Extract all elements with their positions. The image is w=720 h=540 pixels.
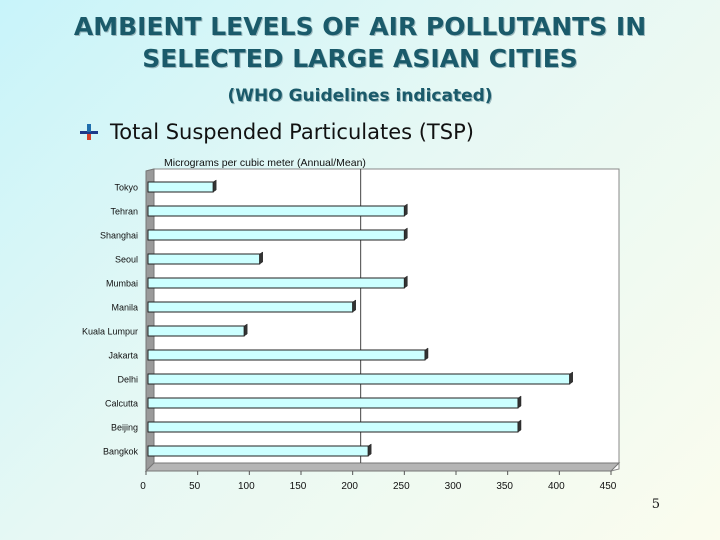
bar-group: [147, 443, 372, 457]
category-label: Delhi: [117, 375, 138, 385]
category-label: Calcutta: [105, 399, 138, 409]
category-label: Shanghai: [100, 231, 138, 241]
category-label: Tokyo: [114, 183, 138, 193]
bar-side: [517, 395, 522, 409]
bullet-icon: [80, 124, 98, 140]
category-label: Mumbai: [106, 279, 138, 289]
bar-group: [147, 419, 522, 433]
bar-side: [259, 251, 263, 265]
x-tick-label: 250: [393, 481, 410, 492]
bar: [147, 277, 405, 289]
plot-floor: [144, 462, 621, 472]
category-label: Kuala Lumpur: [82, 327, 138, 337]
category-label: Seoul: [115, 255, 138, 265]
bar: [147, 445, 369, 457]
bar-group: [147, 251, 263, 265]
category-label: Bangkok: [103, 447, 139, 457]
bar-side: [424, 347, 429, 361]
category-label: Jakarta: [108, 351, 138, 361]
bar-side: [517, 419, 522, 433]
bar-side: [569, 371, 573, 385]
bullet-item: Total Suspended Particulates (TSP): [80, 120, 474, 144]
bar-side: [404, 227, 408, 241]
x-tick-label: 450: [600, 481, 617, 492]
bar-side: [404, 275, 408, 289]
bar: [147, 181, 214, 193]
bullet-label: Total Suspended Particulates (TSP): [110, 120, 474, 144]
page-subtitle: (WHO Guidelines indicated): [227, 86, 493, 106]
page-title-line-2: SELECTED LARGE ASIAN CITIES: [142, 44, 578, 73]
bar: [147, 325, 245, 337]
bar-side: [212, 179, 217, 193]
bar: [147, 373, 571, 385]
category-label: Tehran: [110, 207, 138, 217]
page-number: 5: [651, 497, 660, 512]
bar: [147, 229, 405, 241]
bar-side: [352, 299, 356, 313]
bar-group: [147, 395, 522, 409]
bar: [147, 421, 519, 433]
chart-caption: Micrograms per cubic meter (Annual/Mean): [164, 157, 366, 169]
bar-group: [147, 203, 408, 217]
x-tick-label: 0: [140, 481, 146, 492]
page-title-line-1: AMBIENT LEVELS OF AIR POLLUTANTS IN: [73, 12, 647, 41]
x-tick-label: 400: [548, 481, 565, 492]
bar-group: [147, 227, 408, 241]
category-label: Manila: [111, 303, 138, 313]
x-tick-label: 50: [189, 481, 201, 492]
bar-side: [243, 323, 248, 337]
bar-group: [147, 323, 248, 337]
bar: [147, 253, 261, 265]
x-tick-label: 350: [496, 481, 513, 492]
bar-group: [147, 347, 429, 361]
bar: [147, 301, 354, 313]
bar-side: [367, 443, 372, 457]
bar: [147, 397, 519, 409]
bar-group: [147, 299, 356, 313]
bar: [147, 349, 426, 361]
category-label: Beijing: [111, 423, 138, 433]
x-tick-label: 100: [238, 481, 255, 492]
bar-group: [147, 275, 408, 289]
bar-group: [147, 371, 573, 385]
x-tick-label: 150: [290, 481, 307, 492]
x-tick-label: 300: [445, 481, 462, 492]
bar-group: [147, 179, 217, 193]
bar-side: [404, 203, 408, 217]
bar: [147, 205, 405, 217]
x-tick-label: 200: [341, 481, 358, 492]
